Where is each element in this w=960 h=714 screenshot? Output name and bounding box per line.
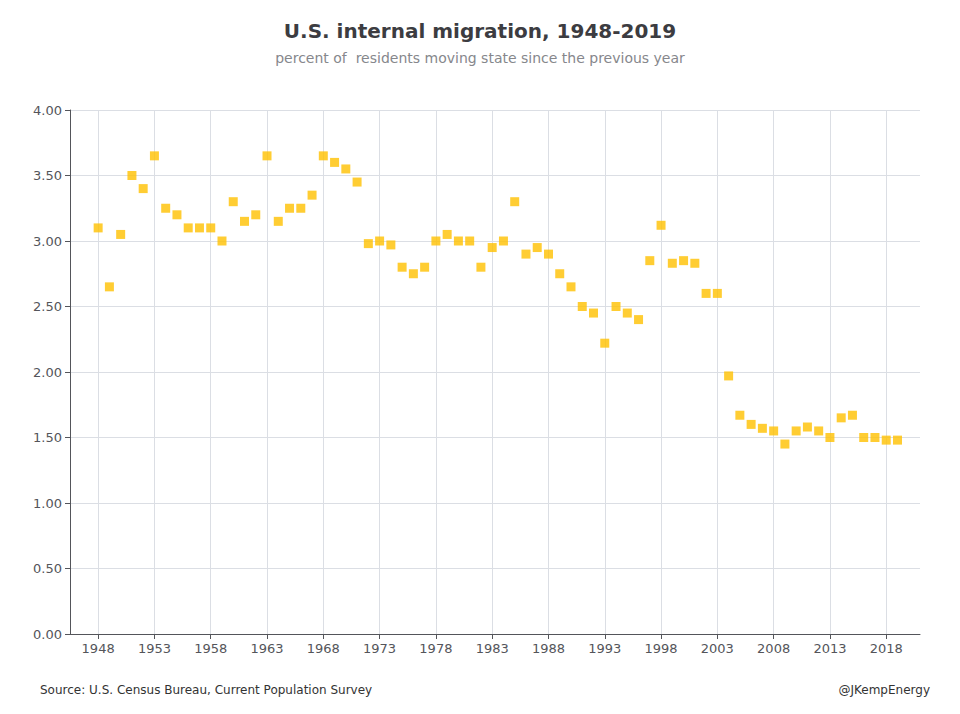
svg-text:1958: 1958 — [194, 641, 227, 656]
svg-text:U.S. internal migration, 1948-: U.S. internal migration, 1948-2019 — [284, 19, 676, 43]
svg-text:1973: 1973 — [363, 641, 396, 656]
svg-text:0.00: 0.00 — [33, 627, 62, 642]
svg-text:1998: 1998 — [645, 641, 678, 656]
svg-text:1.00: 1.00 — [33, 496, 62, 511]
svg-text:1948: 1948 — [82, 641, 115, 656]
svg-text:1978: 1978 — [419, 641, 452, 656]
svg-text:@JKempEnergy: @JKempEnergy — [838, 683, 930, 697]
svg-text:1968: 1968 — [307, 641, 340, 656]
svg-text:1963: 1963 — [250, 641, 283, 656]
svg-text:Source: U.S. Census Bureau, Cu: Source: U.S. Census Bureau, Current Popu… — [40, 683, 372, 697]
svg-text:4.00: 4.00 — [33, 103, 62, 118]
svg-text:2013: 2013 — [813, 641, 846, 656]
svg-text:1993: 1993 — [588, 641, 621, 656]
svg-text:2018: 2018 — [870, 641, 903, 656]
svg-text:0.50: 0.50 — [33, 561, 62, 576]
svg-text:3.00: 3.00 — [33, 234, 62, 249]
svg-text:2008: 2008 — [757, 641, 790, 656]
svg-text:1988: 1988 — [532, 641, 565, 656]
svg-text:2003: 2003 — [701, 641, 734, 656]
svg-text:1953: 1953 — [138, 641, 171, 656]
svg-text:2.50: 2.50 — [33, 299, 62, 314]
svg-text:1983: 1983 — [476, 641, 509, 656]
svg-text:percent of residents moving s: percent of residents moving state since … — [275, 50, 685, 66]
svg-text:3.50: 3.50 — [33, 168, 62, 183]
svg-text:2.00: 2.00 — [33, 365, 62, 380]
svg-text:1.50: 1.50 — [33, 430, 62, 445]
